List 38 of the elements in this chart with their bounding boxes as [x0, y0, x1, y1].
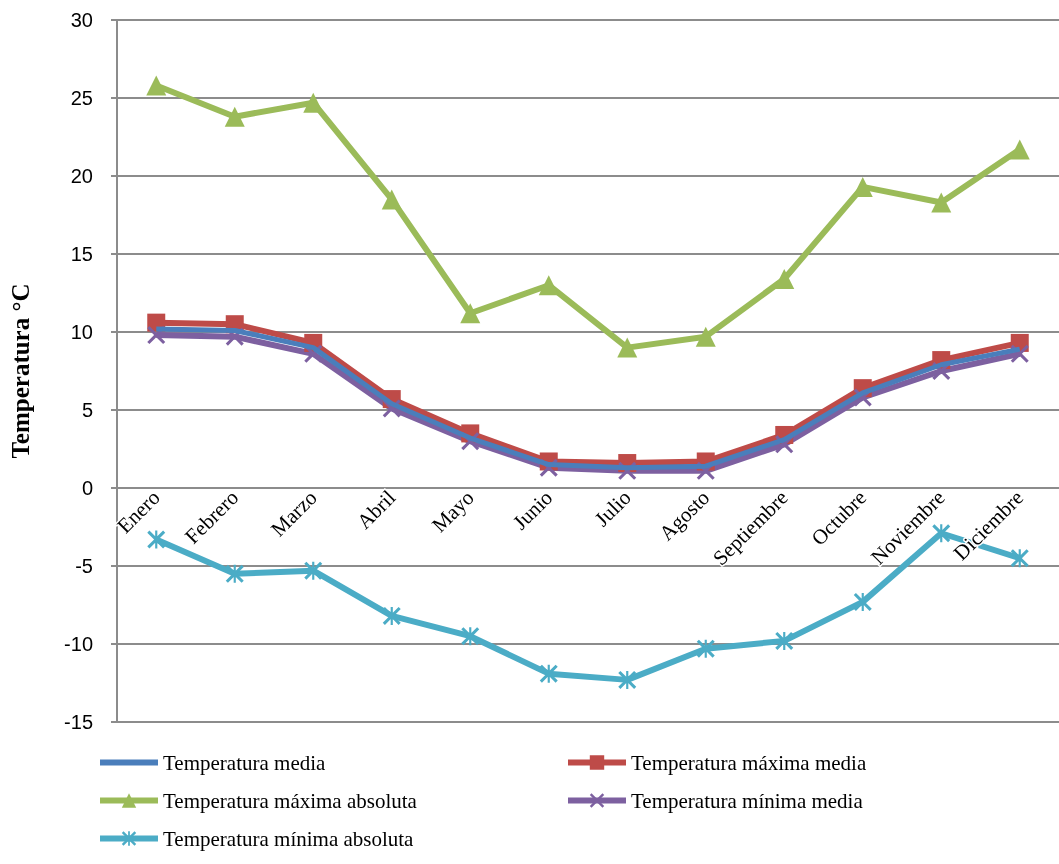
point — [539, 664, 558, 683]
y-tick-label: -5 — [75, 555, 93, 577]
y-tick-label: 15 — [70, 243, 93, 265]
point — [775, 631, 794, 650]
y-tick-label: 20 — [70, 165, 93, 187]
y-axis-title: Temperatura °C — [7, 283, 34, 459]
point — [461, 627, 480, 646]
point — [617, 337, 638, 358]
point — [381, 189, 402, 210]
point — [460, 303, 481, 324]
point — [931, 192, 952, 213]
point — [304, 561, 323, 580]
legend-label: Temperatura mínima media — [631, 788, 864, 813]
point — [146, 75, 167, 96]
point — [695, 326, 716, 347]
point — [225, 564, 244, 583]
legend-label: Temperatura máxima absoluta — [163, 788, 418, 813]
y-tick-label: 5 — [81, 399, 93, 421]
point — [696, 639, 715, 658]
point — [303, 92, 324, 113]
point — [853, 592, 872, 611]
legend-label: Temperatura máxima media — [631, 750, 867, 775]
point — [774, 268, 795, 289]
point — [224, 106, 245, 127]
legend-label: Temperatura media — [163, 750, 327, 775]
point — [1009, 139, 1030, 160]
point — [852, 176, 873, 197]
y-tick-label: -10 — [64, 633, 93, 655]
x-tick-label: Julio — [589, 485, 636, 532]
point — [382, 606, 401, 625]
y-tick-label: 25 — [70, 87, 93, 109]
point — [538, 275, 559, 296]
y-tick-label: 30 — [70, 9, 93, 31]
legend-label: Temperatura mínima absoluta — [163, 826, 415, 851]
y-tick-label: -15 — [64, 711, 93, 733]
y-tick-label: 0 — [81, 477, 93, 499]
y-tick-label: 10 — [70, 321, 93, 343]
point — [618, 670, 637, 689]
